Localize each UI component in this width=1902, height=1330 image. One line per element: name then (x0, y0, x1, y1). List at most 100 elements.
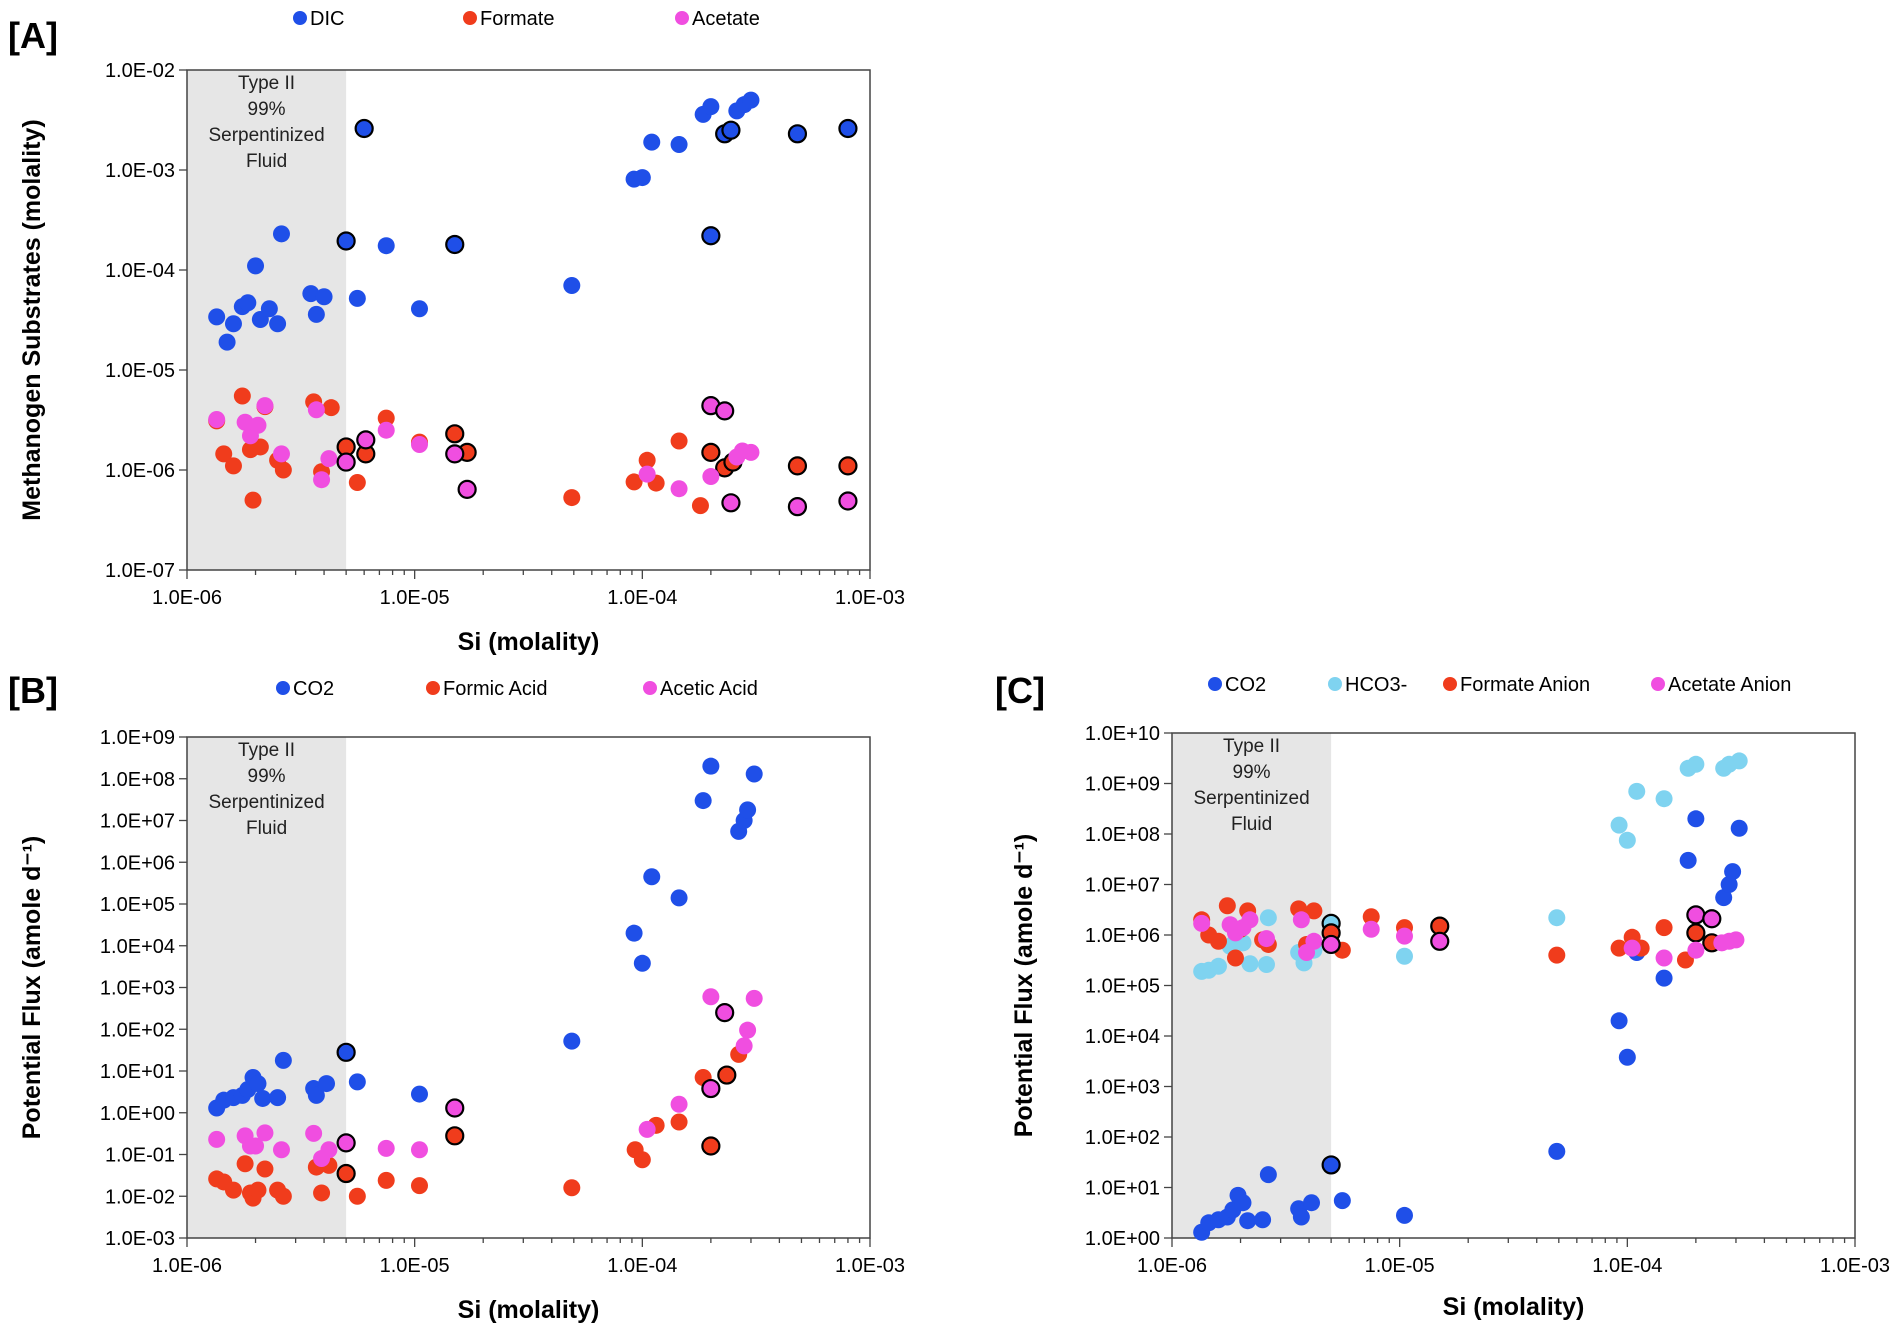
data-point (1686, 905, 1706, 925)
shaded-region-label: Type II (238, 73, 295, 94)
data-point (1239, 1212, 1257, 1230)
data-point (224, 315, 242, 333)
legend-label: Acetic Acid (660, 678, 758, 700)
data-point (643, 133, 661, 151)
shaded-region-label: Serpentinized (208, 125, 324, 146)
x-tick-label: 1.0E-03 (835, 1255, 905, 1277)
data-point (247, 257, 265, 275)
data-point (1655, 919, 1673, 937)
y-tick-label: 1.0E+01 (1085, 1178, 1160, 1200)
data-point (1727, 931, 1745, 949)
data-point (1395, 947, 1413, 965)
data-point (1655, 949, 1673, 967)
data-point (1702, 909, 1722, 929)
data-point (336, 1042, 356, 1062)
data-point (239, 294, 257, 312)
data-point (256, 397, 274, 415)
data-point (638, 465, 656, 483)
shaded-region-label: Fluid (246, 151, 287, 172)
legend-marker (1208, 677, 1222, 691)
shaded-region-label: Type II (1223, 736, 1280, 757)
panel-label: [C] (995, 670, 1045, 711)
panel-label: [A] (8, 15, 58, 56)
data-point (742, 91, 760, 109)
data-point (272, 445, 290, 463)
data-point (336, 452, 356, 472)
y-tick-label: 1.0E+09 (1085, 774, 1160, 796)
data-point (320, 450, 338, 468)
data-point (633, 1151, 651, 1169)
x-tick-label: 1.0E-06 (152, 1255, 222, 1277)
data-point (625, 924, 643, 942)
data-point (445, 1098, 465, 1118)
y-tick-label: 1.0E+10 (1085, 723, 1160, 745)
data-point (445, 1126, 465, 1146)
y-tick-label: 1.0E-06 (105, 460, 175, 482)
y-tick-label: 1.0E-05 (105, 360, 175, 382)
data-point (1430, 931, 1450, 951)
data-point (1618, 831, 1636, 849)
y-tick-label: 1.0E+03 (1085, 1077, 1160, 1099)
data-point (218, 333, 236, 351)
data-point (1730, 819, 1748, 837)
y-axis-label: Methanogen Substrates (molality) (18, 119, 46, 520)
data-point (249, 1075, 267, 1093)
data-point (320, 1141, 338, 1159)
data-point (1259, 909, 1277, 927)
data-point (348, 1187, 366, 1205)
legend-label: CO2 (293, 678, 334, 700)
data-point (445, 234, 465, 255)
legend-marker (1328, 677, 1342, 691)
data-point (1623, 939, 1641, 957)
data-point (348, 1073, 366, 1091)
data-point (702, 757, 720, 775)
data-point (745, 989, 763, 1007)
data-point (1687, 755, 1705, 773)
data-point (1226, 949, 1244, 967)
x-axis-label: Si (molality) (458, 1296, 600, 1324)
data-point (787, 497, 808, 517)
data-point (625, 473, 643, 491)
data-point (260, 300, 278, 318)
data-point (1321, 1155, 1341, 1175)
data-point (739, 801, 757, 819)
data-point (336, 1163, 356, 1184)
y-tick-label: 1.0E+07 (1085, 875, 1160, 897)
data-point (563, 1179, 581, 1197)
data-point (269, 315, 287, 333)
data-point (838, 491, 858, 511)
plot-frame (186, 69, 871, 571)
data-point (233, 387, 251, 405)
panel-b: [B] Type II 99% Serpentinized Fluid 1.0E-06 1.… (8, 670, 905, 1324)
data-point (318, 1075, 336, 1093)
data-point (1724, 863, 1742, 881)
series-dic (208, 91, 858, 351)
data-point (563, 489, 581, 507)
y-axis-label: Potential Flux (amole d⁻¹) (18, 836, 46, 1140)
x-tick-label: 1.0E-05 (380, 587, 450, 609)
legend-marker (293, 11, 307, 25)
y-tick-label: 1.0E+08 (100, 769, 175, 791)
data-point (1610, 816, 1628, 834)
data-point (638, 1120, 656, 1138)
data-point (701, 226, 721, 246)
data-point (1628, 782, 1646, 800)
data-point (1720, 876, 1738, 893)
y-tick-label: 1.0E-01 (105, 1145, 175, 1167)
y-tick-label: 1.0E-07 (105, 560, 175, 582)
y-tick-label: 1.0E+00 (100, 1103, 175, 1125)
data-point (701, 1078, 721, 1099)
data-point (1395, 927, 1413, 945)
data-point (1209, 957, 1227, 975)
data-point (838, 456, 858, 476)
data-point (1362, 920, 1380, 938)
data-point (715, 401, 735, 421)
data-point (1730, 752, 1748, 770)
data-point (735, 1037, 753, 1055)
data-point (643, 868, 661, 886)
data-point (1254, 1211, 1272, 1229)
y-tick-label: 1.0E+07 (100, 811, 175, 833)
data-point (249, 416, 267, 434)
data-point (1218, 897, 1236, 915)
shaded-region-label: Serpentinized (1193, 788, 1309, 809)
